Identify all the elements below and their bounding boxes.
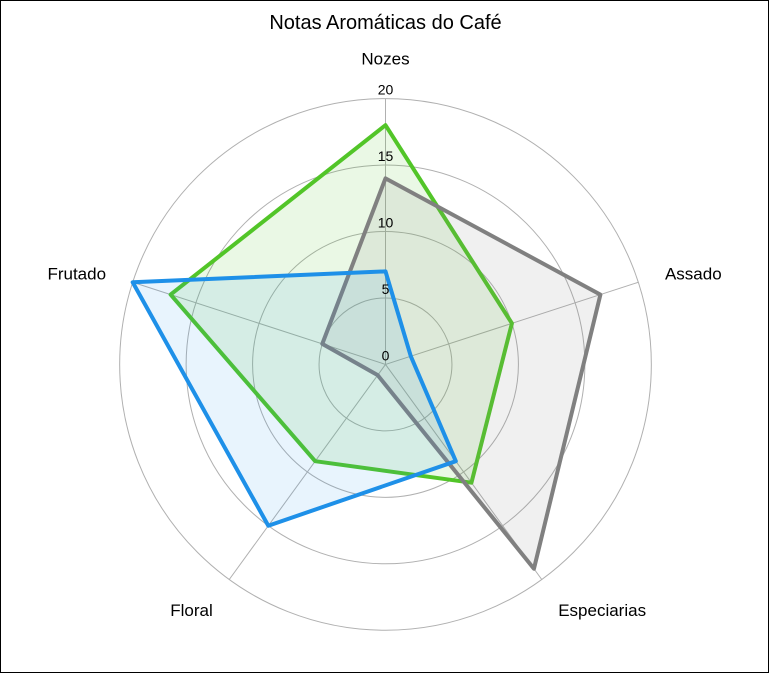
- tick-label: 0: [382, 347, 390, 363]
- axis-label: Frutado: [47, 265, 106, 284]
- chart-title: Notas Aromáticas do Café: [269, 12, 501, 34]
- radar-chart-svg: 0 5 10 15 20 Nozes Assado Especiarias Floral Frut…: [1, 1, 769, 674]
- tick-label: 15: [378, 148, 394, 164]
- axis-label: Assado: [665, 265, 722, 284]
- radar-chart-container: 0 5 10 15 20 Nozes Assado Especiarias Floral Frut…: [0, 0, 769, 673]
- axis-label: Especiarias: [558, 601, 646, 620]
- axis-label: Nozes: [361, 50, 409, 69]
- tick-label: 10: [378, 215, 394, 231]
- tick-label: 5: [382, 281, 390, 297]
- axis-label: Floral: [170, 601, 213, 620]
- tick-label: 20: [378, 82, 394, 98]
